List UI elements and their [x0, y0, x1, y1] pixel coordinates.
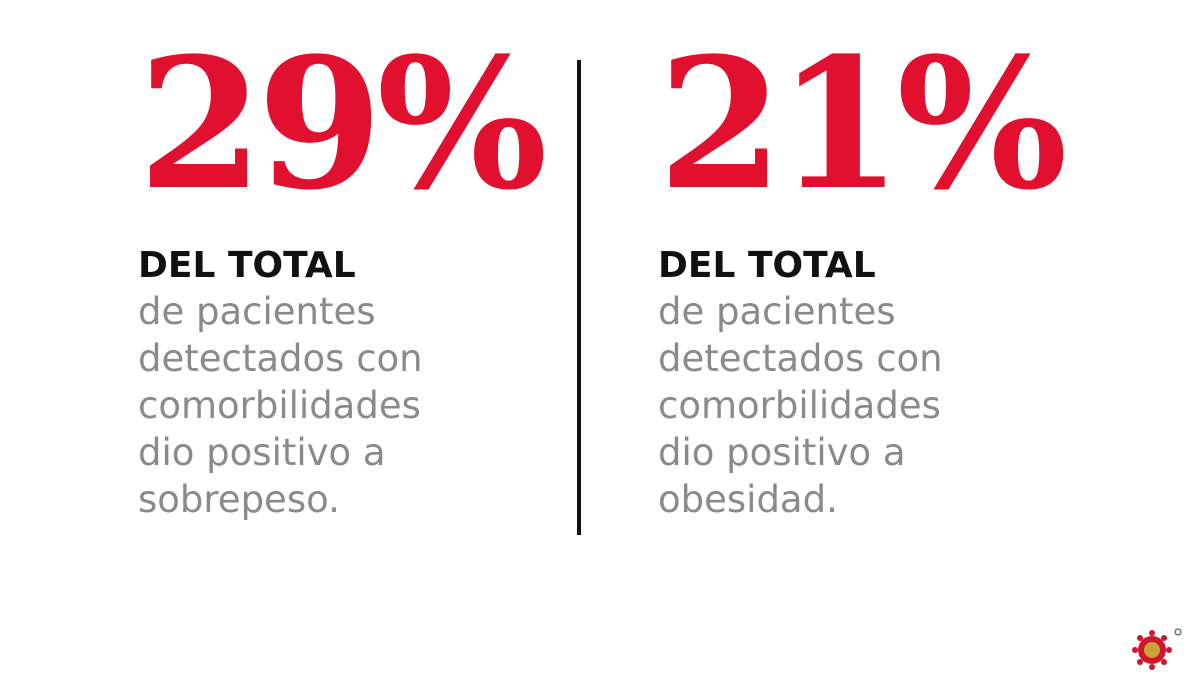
- stat-line: sobrepeso.: [138, 478, 340, 521]
- stat-line: detectados con: [138, 337, 423, 380]
- stat-line: obesidad.: [658, 478, 838, 521]
- stat-text: de pacientes detectados con comorbilidades…: [138, 288, 558, 523]
- stat-heading: DEL TOTAL: [138, 245, 356, 286]
- stat-heading: DEL TOTAL: [658, 245, 876, 286]
- stat-value: 29%: [138, 19, 548, 230]
- stat-text: de pacientes detectados con comorbilidades…: [658, 288, 1078, 523]
- logo: [1132, 628, 1182, 670]
- stat-line: de pacientes: [658, 290, 896, 333]
- stat-line: dio positivo a: [658, 431, 906, 474]
- stat-line: detectados con: [658, 337, 943, 380]
- stat-line: de pacientes: [138, 290, 376, 333]
- stat-line: comorbilidades: [138, 384, 421, 427]
- stat-line: dio positivo a: [138, 431, 386, 474]
- stat: 21% DEL TOTAL de pacientes detectados con…: [658, 30, 1078, 523]
- stat: 29% DEL TOTAL de pacientes detectados con…: [138, 30, 558, 523]
- stat-line: comorbilidades: [658, 384, 941, 427]
- stat-value: 21%: [658, 19, 1068, 230]
- divider: [577, 60, 581, 535]
